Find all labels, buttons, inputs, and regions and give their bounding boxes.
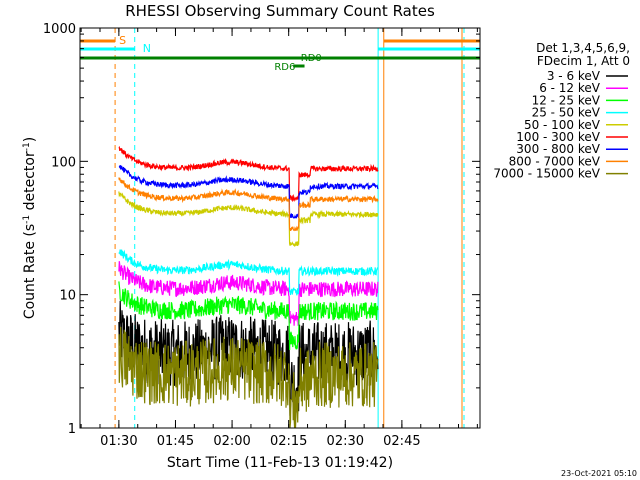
series-line-2 (118, 261, 379, 326)
legend-entry-label: 300 - 800 keV (516, 142, 600, 156)
x-tick-label: 01:45 (157, 434, 194, 449)
series-line-5 (118, 191, 379, 247)
series-line-3 (118, 281, 379, 351)
series-line-9 (118, 326, 379, 429)
series-line-6 (118, 146, 379, 203)
y-axis-label-sup2: -1 (22, 142, 32, 151)
plot-frame (79, 27, 481, 429)
plot-area: S N RD0 RD6 (80, 28, 480, 429)
flags-layer: S N RD0 RD6 (80, 28, 480, 428)
x-tick-label: 01:30 (100, 434, 137, 449)
y-tick-label: 1000 (43, 22, 76, 37)
x-tick-label: 02:30 (327, 434, 364, 449)
legend: Det 1,3,4,5,6,9, FDecim 1, Att 0 3 - 6 k… (493, 41, 630, 181)
legend-entry-label: 6 - 12 keV (539, 81, 601, 95)
series-line-4 (118, 249, 379, 296)
night-flag-label: N (143, 42, 151, 55)
series-layer (118, 146, 379, 429)
series-line-7 (118, 164, 379, 219)
legend-entry-label: 800 - 7000 keV (509, 154, 601, 168)
legend-header-2: FDecim 1, Att 0 (537, 54, 630, 68)
rd0-label: RD0 (301, 53, 322, 64)
legend-entry-label: 12 - 25 keV (532, 93, 601, 107)
legend-entry-label: 100 - 300 keV (516, 130, 600, 144)
y-tick-label: 10 (59, 289, 76, 304)
y-tick-label: 100 (51, 155, 76, 170)
rd6-label: RD6 (274, 62, 295, 73)
footer-timestamp: 23-Oct-2021 05:10 (561, 469, 637, 478)
legend-entry-label: 7000 - 15000 keV (493, 167, 600, 181)
legend-entry-label: 25 - 50 keV (532, 106, 601, 120)
x-axis-label: Start Time (11-Feb-13 01:19:42) (167, 455, 393, 471)
legend-entry-label: 50 - 100 keV (524, 118, 601, 132)
x-axis: 01:30 01:45 02:00 02:15 02:30 02:45 (80, 28, 478, 449)
y-tick-label: 1 (68, 422, 76, 437)
x-tick-label: 02:00 (213, 434, 250, 449)
x-tick-label: 02:45 (383, 434, 420, 449)
legend-entry-label: 3 - 6 keV (547, 69, 601, 83)
series-line-8 (118, 177, 379, 232)
y-axis-label: Count Rate (s-1 detector-1) (22, 137, 38, 319)
saa-flag-label: S (119, 34, 126, 47)
y-axis-label-mid: detector (22, 151, 38, 215)
chart-title: RHESSI Observing Summary Count Rates (125, 2, 435, 20)
x-tick-label: 02:15 (270, 434, 307, 449)
y-axis-label-end: ) (22, 137, 38, 142)
legend-header-1: Det 1,3,4,5,6,9, (536, 41, 630, 55)
y-axis-label-sup1: -1 (22, 215, 32, 224)
y-axis-label-text: Count Rate (s (22, 224, 38, 319)
